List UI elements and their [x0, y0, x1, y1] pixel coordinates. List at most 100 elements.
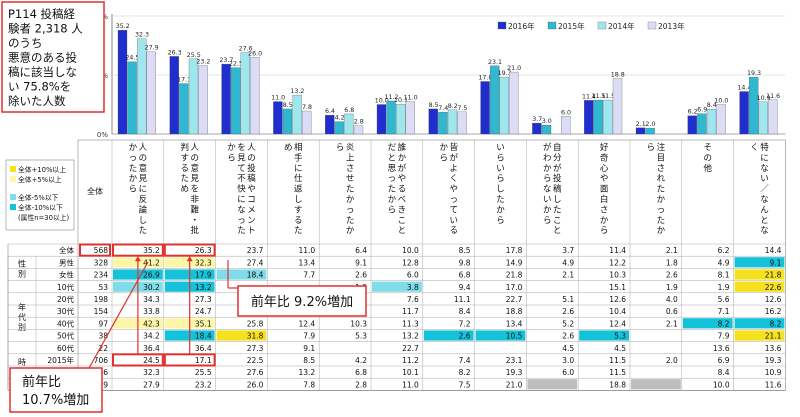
- bar: [325, 114, 335, 135]
- bar-value-label: 7.4: [438, 105, 448, 112]
- category-header-char: コ: [247, 195, 256, 205]
- series-legend: 2016年 2015年 2014年 2013年: [497, 21, 685, 31]
- table-cell: 11.0: [298, 246, 315, 255]
- category-header-char: 相: [294, 142, 303, 153]
- category-header-char: が: [449, 152, 458, 163]
- table-cell: 2.6: [562, 307, 574, 316]
- table-cell: 18.8: [609, 380, 626, 389]
- bar: [758, 101, 768, 135]
- table-cell: 6.0: [407, 271, 419, 280]
- table-cell: 2.6: [666, 271, 678, 280]
- table-cell: 5.3: [355, 332, 367, 341]
- category-header-char: が: [553, 163, 562, 174]
- bar-value-label: 11.4: [582, 93, 596, 100]
- table-cell: 2.1: [562, 271, 574, 280]
- category-header-char: い: [496, 143, 505, 153]
- table-cell: 8.5: [459, 246, 471, 255]
- table-cell: 3.8: [407, 283, 419, 292]
- category-header-char: 投: [553, 173, 562, 184]
- category-header-char: 人: [190, 143, 199, 153]
- bar: [438, 112, 448, 135]
- category-header-char: ら: [336, 143, 345, 153]
- category-header-char: か: [496, 205, 505, 215]
- table-cell: 24.5: [143, 356, 160, 365]
- note-line: 悪意のある投: [8, 51, 77, 65]
- row-n: 234: [94, 271, 109, 280]
- row-group-char: 時: [18, 358, 26, 367]
- category-header-char: た: [129, 164, 138, 174]
- row-label: 30代: [57, 306, 75, 316]
- category-header-char: か: [439, 143, 448, 153]
- category-header-char: 皆: [449, 143, 458, 153]
- bar-value-label: 6.0: [561, 109, 571, 116]
- bar-value-label: 11.0: [404, 95, 418, 102]
- table-cell: 12.6: [609, 295, 626, 304]
- bar-value-label: 24.5: [125, 55, 139, 62]
- table-cell: 11.3: [402, 319, 419, 328]
- category-header-char: こ: [398, 216, 407, 226]
- bar: [302, 110, 312, 135]
- category-header-char: ら: [439, 153, 448, 163]
- table-cell: 11.5: [609, 368, 626, 377]
- table-cell: 2.1: [666, 319, 678, 328]
- table-total-header: 全体: [87, 186, 103, 196]
- category-header-char: だ: [388, 143, 397, 153]
- category-header-char: 思: [388, 164, 397, 174]
- row-n: 154: [94, 307, 109, 316]
- bar-value-label: 6.8: [344, 107, 354, 114]
- arrow-head: [186, 256, 193, 262]
- category-header-char: や: [247, 185, 256, 195]
- bar: [334, 121, 344, 135]
- table-cell: 8.5: [303, 356, 315, 365]
- callout-2015-line1: 前年比: [22, 374, 61, 390]
- callout-2016: 前年比 9.2%増加: [227, 260, 367, 317]
- table-cell: 27.6: [247, 368, 264, 377]
- table-cell: 12.4: [298, 319, 315, 328]
- legend-swatch: [497, 21, 507, 30]
- category-header-char: さ: [600, 205, 609, 215]
- legend-label: 2016年: [508, 21, 535, 31]
- category-header-char: き: [398, 205, 407, 215]
- category-header-char: し: [139, 216, 148, 226]
- bar: [198, 65, 208, 135]
- bar: [146, 51, 156, 135]
- table-cell: 7.8: [303, 380, 315, 389]
- category-header-char: い: [496, 164, 505, 174]
- bar-value-label: 10.1: [394, 97, 408, 104]
- category-header-char: ん: [760, 205, 769, 215]
- table-cell: 8.4: [718, 368, 730, 377]
- category-header-char: す: [294, 205, 303, 215]
- table-cell: 12.4: [609, 319, 626, 328]
- category-header-char: ら: [600, 226, 609, 236]
- category-header-char: か: [543, 205, 552, 215]
- category-header-char: 仕: [294, 173, 303, 184]
- category-header-char: に: [760, 153, 769, 163]
- category-header-char: 快: [237, 184, 246, 195]
- category-header-char: ら: [129, 185, 138, 195]
- bar-value-label: 13.2: [290, 88, 304, 95]
- table-cell: 27.3: [247, 344, 264, 353]
- emphasis-box: [112, 353, 164, 367]
- bar: [240, 52, 250, 135]
- table-cell: 14.4: [765, 246, 782, 255]
- highlight-cell: [734, 281, 785, 292]
- highlight-cell: [475, 330, 526, 341]
- category-header-char: ら: [496, 216, 505, 226]
- category-header-char: 面: [600, 185, 609, 195]
- table-cell: 17.9: [195, 271, 212, 280]
- category-header-char: か: [398, 153, 407, 163]
- category-header-char: る: [398, 185, 407, 195]
- category-header-char: か: [657, 226, 666, 236]
- table-cell: 22.7: [506, 295, 523, 304]
- category-header-char: め: [284, 143, 293, 153]
- table-cell: 26.3: [195, 246, 212, 255]
- category-header-char: た: [496, 195, 505, 205]
- category-header-char: か: [543, 164, 552, 174]
- category-header-char: た: [657, 185, 666, 195]
- table-cell: 10.3: [350, 319, 367, 328]
- bar-value-label: 10.0: [714, 98, 728, 105]
- bar-value-label: 14.4: [737, 85, 751, 92]
- bar: [480, 81, 490, 135]
- category-header-char: さ: [657, 164, 666, 174]
